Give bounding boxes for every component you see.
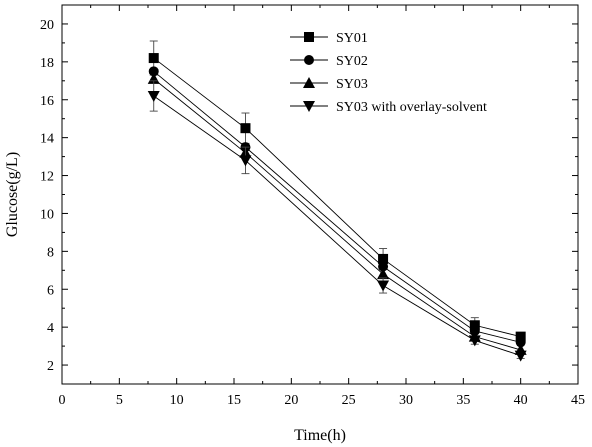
x-tick-label: 20 xyxy=(284,393,298,408)
legend-label: SY02 xyxy=(336,54,368,69)
legend-label: SY03 with overlay-solvent xyxy=(336,100,487,115)
y-axis-title: Glucose(g/L) xyxy=(4,152,21,237)
x-tick-label: 45 xyxy=(571,393,585,408)
data-point xyxy=(378,261,389,272)
data-point xyxy=(469,320,480,331)
data-point xyxy=(148,66,159,77)
data-point xyxy=(377,268,390,280)
x-tick-label: 25 xyxy=(342,393,356,408)
data-point xyxy=(240,123,251,134)
x-tick-label: 0 xyxy=(59,393,66,408)
y-tick-label: 2 xyxy=(47,359,54,374)
legend: SY01 SY02 SY03 SY03 with overlay-solvent xyxy=(290,31,487,115)
x-axis: 0 5 10 15 20 25 30 35 40 45 xyxy=(59,5,585,408)
series-3 xyxy=(147,72,527,355)
y-tick-label: 4 xyxy=(47,321,54,336)
plot-area xyxy=(61,4,579,385)
legend-item-2: SY02 xyxy=(290,54,368,69)
x-tick-label: 35 xyxy=(456,393,470,408)
y-tick-label: 14 xyxy=(40,132,54,147)
y-tick-label: 16 xyxy=(40,94,54,109)
series-line xyxy=(153,95,521,357)
x-tick-label: 15 xyxy=(227,393,241,408)
x-tick-label: 40 xyxy=(514,393,528,408)
x-tick-label: 5 xyxy=(116,393,123,408)
legend-label: SY01 xyxy=(336,31,368,46)
x-tick-label: 30 xyxy=(399,393,413,408)
legend-marker xyxy=(303,101,315,112)
series-layer xyxy=(147,40,527,362)
data-point xyxy=(468,335,481,347)
y-tick-label: 18 xyxy=(40,56,54,71)
y-tick-label: 20 xyxy=(40,18,54,33)
y-tick-label: 8 xyxy=(47,245,54,260)
y-tick-label: 12 xyxy=(40,170,54,185)
y-tick-label: 6 xyxy=(47,283,54,298)
y-axis: 2 4 6 8 10 12 14 16 18 20 xyxy=(40,4,578,385)
series-line xyxy=(153,78,521,351)
y-tick-label: 10 xyxy=(40,207,54,222)
data-point xyxy=(515,331,526,342)
data-point xyxy=(515,337,526,348)
data-point xyxy=(239,155,252,167)
x-axis-title: Time(h) xyxy=(294,427,346,444)
data-point xyxy=(147,90,160,102)
data-point xyxy=(378,253,389,264)
legend-marker xyxy=(304,32,314,42)
x-tick-label: 10 xyxy=(170,393,184,408)
legend-marker xyxy=(304,55,314,65)
data-point xyxy=(148,53,159,64)
data-point xyxy=(514,350,527,362)
legend-item-3: SY03 xyxy=(290,77,368,92)
data-point xyxy=(377,280,390,292)
plot-frame xyxy=(61,4,579,385)
series-4 xyxy=(147,80,527,362)
legend-label: SY03 xyxy=(336,77,368,92)
legend-item-1: SY01 xyxy=(290,31,368,46)
legend-marker xyxy=(303,77,315,88)
legend-item-4: SY03 with overlay-solvent xyxy=(290,100,487,115)
